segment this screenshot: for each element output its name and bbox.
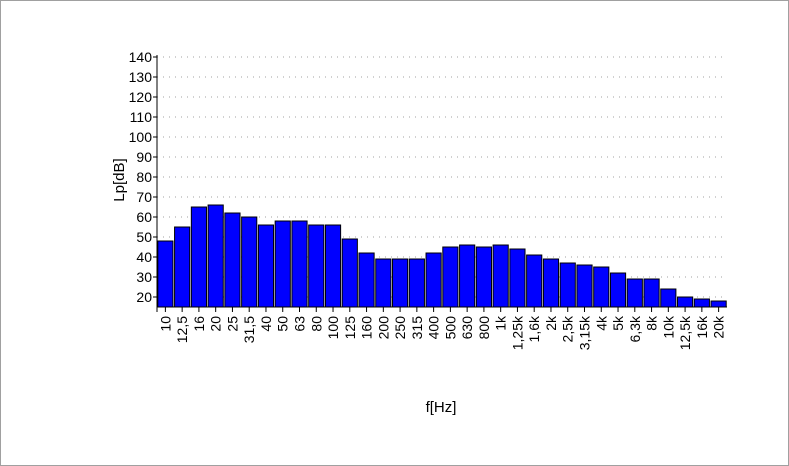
x-tick-label: 6,3k	[627, 315, 643, 342]
bar-2k	[542, 258, 560, 308]
x-tick-label: 1,25k	[509, 315, 525, 350]
x-tick-label: 250	[392, 316, 408, 340]
bar-250	[392, 258, 409, 308]
x-tick-label: 100	[325, 316, 341, 340]
x-tick-label: 2,5k	[560, 315, 576, 342]
bar-40	[257, 224, 275, 308]
bar-1,25k	[509, 248, 526, 308]
bar-6,3k	[626, 278, 643, 308]
bar-8k	[643, 278, 660, 308]
bar-16k	[693, 298, 710, 308]
x-tick-label: 10k	[660, 315, 676, 339]
y-tick-label: 100	[129, 129, 153, 145]
x-tick-label: 800	[476, 316, 492, 340]
y-tick-label: 130	[129, 69, 153, 85]
bar-12,5k	[677, 296, 694, 308]
y-tick-label: 60	[136, 209, 152, 225]
y-tick-label: 50	[136, 229, 152, 245]
x-tick-label: 125	[342, 316, 358, 340]
x-tick-label: 63	[292, 316, 308, 332]
bar-20	[207, 204, 224, 308]
x-tick-label: 1,6k	[526, 315, 542, 342]
y-tick-label: 20	[136, 289, 152, 305]
bar-25	[224, 212, 241, 308]
y-tick-label: 70	[136, 189, 152, 205]
bar-500	[442, 246, 459, 308]
x-tick-label: 500	[442, 316, 458, 340]
y-tick-labels: 20 30 40 50 60 70 80 90 100 110 120 130 140	[129, 49, 157, 305]
x-tick-label: 315	[409, 316, 425, 340]
bar-80	[308, 224, 325, 308]
bar-400	[425, 252, 442, 308]
y-tick-label: 40	[136, 249, 152, 265]
axes	[156, 55, 727, 312]
bar-1k	[492, 244, 509, 308]
x-tick-label: 4k	[593, 315, 609, 331]
x-tick-label: 5k	[610, 315, 626, 331]
x-tick-label: 12,5k	[677, 315, 693, 350]
x-tick-label: 31,5	[241, 316, 257, 343]
y-tick-label: 30	[136, 269, 152, 285]
bar-315	[408, 258, 425, 308]
bar-3,15k	[576, 264, 593, 308]
y-tick-label: 120	[129, 89, 153, 105]
x-tick-label: 8k	[644, 315, 660, 331]
bar-2,5k	[559, 262, 576, 308]
x-tick-label: 2k	[543, 315, 559, 331]
x-tick-label: 20	[208, 316, 224, 332]
bar-800	[475, 246, 492, 308]
x-tick-label: 80	[308, 316, 324, 332]
y-tick-label: 80	[136, 169, 152, 185]
bar-16	[190, 206, 207, 308]
bar-10k	[660, 288, 677, 308]
bars	[157, 204, 727, 308]
bar-100	[324, 224, 342, 308]
x-tick-label: 12,5	[174, 316, 190, 343]
x-tick-label: 10	[157, 316, 173, 332]
y-tick-label: 110	[130, 109, 153, 125]
x-axis-title: f[Hz]	[426, 399, 457, 416]
x-tick-labels: 10 12,5 16 20 25 31,5 40 50 63 80 100 125 160 200 250 3…	[157, 307, 727, 350]
x-tick-label: 160	[359, 316, 375, 340]
bar-10	[157, 240, 174, 308]
x-tick-label: 400	[426, 316, 442, 340]
y-tick-label: 140	[129, 49, 153, 65]
bar-160	[358, 252, 375, 308]
x-tick-label: 16k	[694, 315, 710, 339]
bar-5k	[609, 272, 627, 308]
bar-20k	[710, 300, 727, 308]
x-tick-label: 50	[275, 316, 291, 332]
bar-12,5	[174, 226, 191, 308]
bar-50	[274, 220, 291, 308]
x-tick-label: 200	[375, 316, 391, 340]
y-tick-label: 90	[136, 149, 152, 165]
bar-63	[291, 220, 308, 308]
bar-630	[459, 244, 476, 308]
x-tick-label: 20k	[711, 315, 727, 339]
bar-200	[375, 258, 392, 308]
x-tick-label: 3,15k	[577, 315, 593, 350]
bar-4k	[593, 266, 610, 308]
x-tick-label: 16	[191, 316, 207, 332]
bar-31,5	[241, 216, 258, 308]
x-tick-label: 25	[224, 316, 240, 332]
x-tick-label: 40	[258, 316, 274, 332]
x-tick-label: 630	[459, 316, 475, 340]
bar-125	[341, 238, 358, 308]
bar-1,6k	[526, 254, 543, 308]
x-tick-label: 1k	[493, 315, 509, 331]
y-axis-title: Lp[dB]	[111, 158, 128, 201]
